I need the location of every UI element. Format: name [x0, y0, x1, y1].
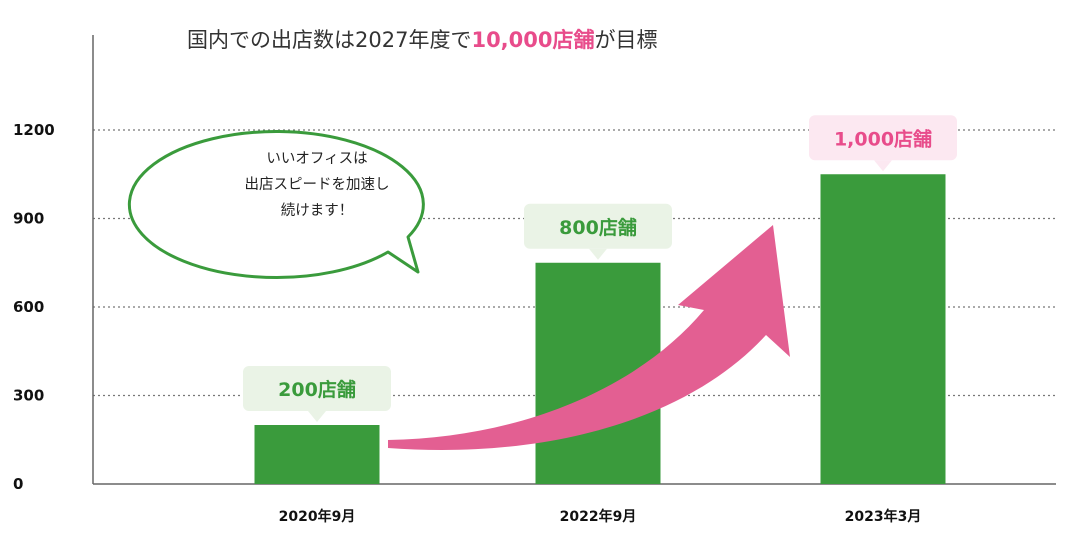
data-label-text: 800店舗 — [559, 216, 637, 239]
category-label: 2020年9月 — [279, 508, 356, 525]
category-labels: 2020年9月 2022年9月 2023年3月 — [279, 508, 922, 525]
data-label-box — [809, 115, 957, 161]
data-label-pointer — [589, 248, 607, 260]
callout-line-1: いいオフィスは — [266, 151, 367, 167]
y-tick-label: 300 — [13, 387, 44, 405]
callout-line-2: 出店スピードを加速し — [245, 176, 390, 193]
data-label-pointer — [308, 411, 326, 422]
y-tick-label: 600 — [13, 298, 44, 316]
callout-line-3: 続けます！ — [281, 202, 354, 219]
data-label-1: 200店舗 — [243, 366, 391, 422]
y-tick-labels: 0 300 600 900 1200 — [13, 121, 55, 493]
bar-3 — [820, 174, 946, 484]
growth-arrow — [388, 225, 790, 451]
title-suffix: が目標 — [595, 28, 658, 52]
data-label-text: 1,000店舗 — [834, 127, 932, 150]
chart-title: 国内での出店数は2027年度で10,000店舗が目標 — [187, 28, 658, 52]
data-label-3: 1,000店舗 — [809, 115, 957, 172]
category-label: 2023年3月 — [845, 508, 922, 525]
speech-bubble: いいオフィスは 出店スピードを加速し 続けます！ — [127, 130, 425, 279]
speech-bubble-shape — [127, 130, 425, 279]
data-label-box — [524, 203, 672, 249]
bar-data-labels: 200店舗 800店舗 1,000店舗 — [243, 115, 957, 422]
data-label-pointer — [874, 160, 892, 172]
category-label: 2022年9月 — [560, 508, 637, 525]
data-label-2: 800店舗 — [524, 203, 672, 260]
bar-1 — [254, 425, 380, 484]
title-accent: 10,000店舗 — [471, 28, 594, 52]
data-label-box — [243, 366, 391, 411]
data-label-text: 200店舗 — [278, 378, 356, 401]
y-tick-label: 0 — [13, 475, 23, 493]
title-prefix: 国内での出店数は2027年度で — [187, 28, 471, 52]
y-tick-label: 1200 — [13, 121, 55, 139]
y-tick-label: 900 — [13, 210, 44, 228]
